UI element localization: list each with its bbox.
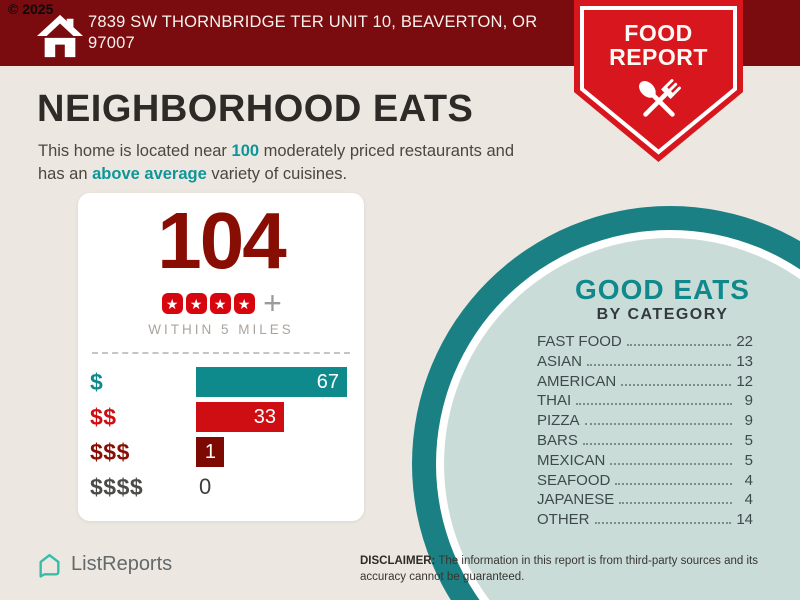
restaurant-count: 104 (157, 196, 286, 285)
star-icon: ★ (185, 293, 207, 315)
category-label: JAPANESE (537, 491, 615, 509)
restaurant-stats-card: 104 ★ ★ ★ ★ + WITHIN 5 MILES $ 67 $$ 33 (78, 193, 364, 521)
category-label: PIZZA (537, 412, 580, 430)
subtitle-highlight-count: 100 (231, 142, 260, 160)
dotted-leader (576, 403, 732, 406)
dotted-leader (582, 442, 732, 445)
category-value: 12 (736, 372, 753, 390)
category-value: 9 (744, 412, 753, 430)
category-value: 4 (744, 471, 753, 489)
category-value: 5 (744, 431, 753, 449)
copyright-text: © 2025 (8, 1, 54, 17)
subtitle-highlight-variety: above average (92, 165, 207, 184)
dotted-leader (594, 522, 732, 525)
subtitle-text-3: has an (38, 165, 93, 184)
price-tier-row: $ 67 (90, 367, 350, 397)
category-row: JAPANESE 4 (537, 491, 753, 511)
category-row: FAST FOOD 22 (537, 333, 753, 353)
subtitle-text-4: variety of cuisines. (206, 165, 348, 184)
star-icon: ★ (161, 293, 183, 315)
category-row: OTHER 14 (537, 511, 753, 531)
category-label: AMERICAN (537, 372, 617, 390)
good-eats-title: GOOD EATS (575, 274, 750, 305)
star-icon: ★ (233, 293, 255, 315)
price-tier-bar-chart: $ 67 $$ 33 $$$ 1 $$$$ (90, 367, 350, 507)
category-row: MEXICAN 5 (537, 452, 753, 472)
dotted-leader (610, 462, 732, 465)
category-value: 14 (736, 511, 753, 529)
category-label: OTHER (537, 511, 590, 529)
category-label: ASIAN (537, 352, 583, 370)
category-value: 9 (744, 392, 753, 410)
intro-subtitle: This home is located near 100 moderately… (38, 140, 578, 187)
category-row: THAI 9 (537, 392, 753, 412)
dashed-divider (92, 352, 350, 354)
price-tier-label: $ (90, 368, 104, 395)
price-tier-bar: 1 (196, 437, 224, 467)
food-report-badge: FOOD REPORT (574, 0, 743, 163)
dotted-leader (584, 423, 732, 426)
dotted-leader (626, 344, 732, 346)
price-tier-bar: 67 (196, 367, 347, 397)
category-row: BARS 5 (537, 432, 753, 452)
property-address: 7839 SW THORNBRIDGE TER UNIT 10, BEAVERT… (88, 12, 568, 54)
disclaimer-label: DISCLAIMER: (360, 555, 436, 567)
category-row: PIZZA 9 (537, 412, 753, 432)
dotted-leader (619, 502, 732, 505)
price-tier-zero-value: 0 (199, 474, 212, 499)
crossed-utensils-icon (630, 72, 688, 135)
category-row: SEAFOOD 4 (537, 472, 753, 492)
category-label: THAI (537, 392, 572, 410)
category-row: AMERICAN 12 (537, 373, 753, 393)
fork-icon (643, 79, 681, 117)
price-tier-row: $$$ 1 (90, 437, 350, 467)
listreports-house-icon (39, 553, 60, 578)
spoon-icon (639, 81, 675, 117)
listreports-wordmark: ListReports (71, 553, 173, 575)
address-line2: 97007 (88, 34, 135, 53)
dotted-leader (615, 482, 732, 485)
category-label: MEXICAN (537, 451, 606, 469)
disclaimer-body: The information in this report is from t… (360, 555, 758, 583)
badge-title-line1: FOOD (624, 20, 693, 46)
star-icon: ★ (209, 293, 231, 315)
category-value: 4 (744, 491, 753, 509)
star-tiles: ★ ★ ★ ★ (160, 293, 256, 315)
category-label: SEAFOOD (537, 471, 611, 489)
price-tier-label: $$$$ (90, 473, 144, 500)
price-tier-bar: 33 (196, 402, 284, 432)
price-tier-row: $$ 33 (90, 402, 350, 432)
badge-title: FOOD REPORT (574, 21, 743, 70)
star-rating: ★ ★ ★ ★ + (78, 285, 364, 321)
category-value: 22 (736, 333, 753, 350)
page-title: NEIGHBORHOOD EATS (37, 88, 474, 130)
price-tier-label: $$ (90, 403, 117, 430)
disclaimer-text: DISCLAIMER: The information in this repo… (360, 554, 796, 585)
category-label: BARS (537, 431, 578, 449)
category-value: 5 (744, 451, 753, 469)
good-eats-subtitle: BY CATEGORY (596, 306, 729, 323)
price-tier-row: $$$$ 0 (90, 472, 350, 502)
dotted-leader (621, 383, 732, 386)
category-list: FAST FOOD 22 ASIAN 13 AMERICAN 12 THAI 9 (537, 333, 753, 531)
subtitle-text-1: This home is located near (38, 142, 232, 160)
subtitle-text-2: moderately priced restaurants and (259, 142, 515, 160)
listreports-logo: ListReports (36, 551, 172, 578)
category-value: 13 (736, 352, 753, 370)
home-icon (37, 14, 83, 63)
category-label: FAST FOOD (537, 333, 622, 350)
address-line1: 7839 SW THORNBRIDGE TER UNIT 10, BEAVERT… (88, 13, 538, 31)
plus-sign: + (263, 285, 282, 321)
within-miles-label: WITHIN 5 MILES (148, 322, 294, 337)
price-tier-label: $$$ (90, 438, 130, 465)
dotted-leader (587, 363, 732, 366)
badge-title-line2: REPORT (609, 44, 708, 71)
category-row: ASIAN 13 (537, 353, 753, 373)
